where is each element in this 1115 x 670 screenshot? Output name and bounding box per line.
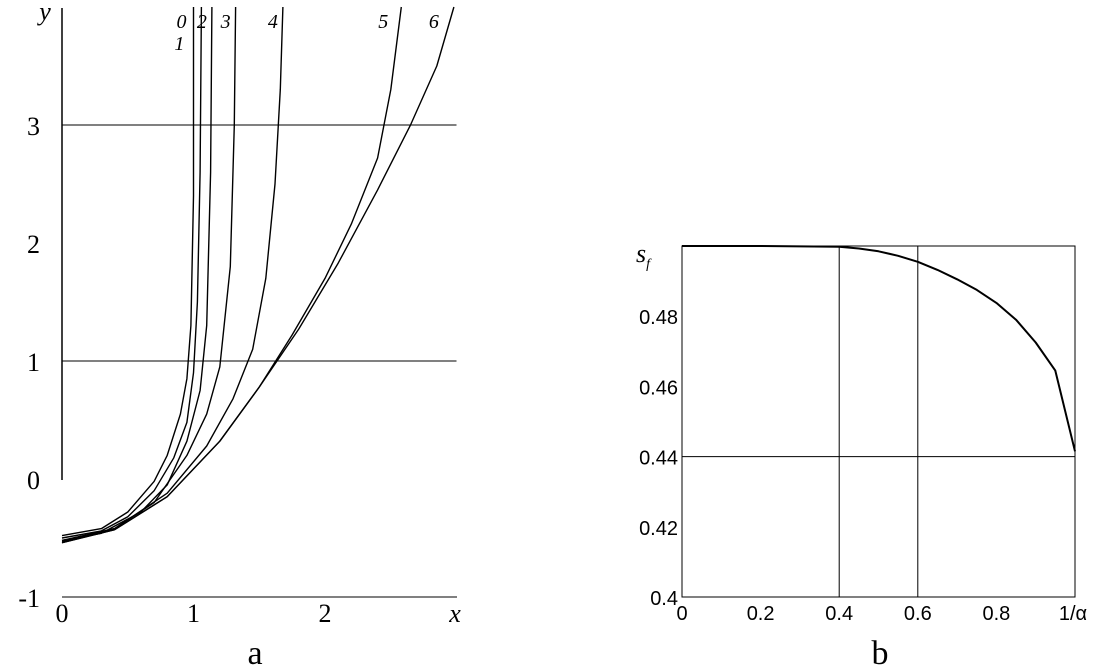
- panel-a-curve-label-5: 5: [378, 11, 388, 33]
- panel-a-curve-label-3: 3: [220, 11, 231, 33]
- panel-a-y-tick-label: -1: [18, 584, 40, 613]
- panel-a-curve-2: [61, 6, 213, 542]
- panel-b-y-tick-label: 0.4: [650, 588, 678, 610]
- panel-b-x-tick-label: 0.6: [904, 603, 932, 625]
- panel-a-y-axis-label: y: [36, 0, 51, 26]
- panel-a-curve-6: [61, 6, 455, 544]
- panel-b-y-tick-label: 0.48: [639, 307, 678, 329]
- panel-a-x-tick-label: 0: [56, 599, 69, 628]
- panel-b-y-axis-label-sub: f: [646, 257, 652, 272]
- panel-b-y-axis-label: sf: [636, 239, 652, 272]
- panel-b-x-tick-label: 0: [676, 603, 687, 625]
- panel-a-curve-label-2: 2: [197, 11, 207, 33]
- panel-a-curve-label-6: 6: [429, 11, 439, 33]
- panel-a-y-tick-label: 1: [27, 348, 40, 377]
- panel-b-y-tick-label: 0.44: [639, 448, 678, 470]
- panel-a-label: a: [247, 635, 262, 670]
- panel-a-x-tick-label: 2: [319, 599, 332, 628]
- panel-b-label: b: [872, 635, 889, 670]
- panel-b-x-tick-label: 0.8: [982, 603, 1010, 625]
- panel-a-y-tick-label: 3: [27, 112, 40, 141]
- panel-b-x-tick-label: 0.2: [747, 603, 775, 625]
- panel-b-y-axis-label-main: s: [636, 239, 646, 268]
- panel-a-curve-label-0: 0: [177, 11, 187, 33]
- panel-a-curve-3: [61, 6, 237, 542]
- panel-b-curve: [682, 245, 1076, 452]
- panel-b: 0.4 0.42 0.44 0.46 0.48 0 0.2 0.4 0.6 0.8 1/α sf b: [636, 239, 1087, 670]
- panel-a-x-axis-label: x: [448, 599, 461, 628]
- panel-b-y-tick-label: 0.42: [639, 518, 678, 540]
- panel-a-curve-4: [61, 6, 284, 543]
- panel-a-curve-1: [61, 6, 203, 539]
- panel-b-x-tick-label: 0.4: [825, 603, 853, 625]
- panel-a-y-tick-label: 0: [27, 466, 40, 495]
- panel-a-x-tick-label: 1: [187, 599, 200, 628]
- panel-a-curve-0: [61, 7, 195, 537]
- panel-a-y-tick-label: 2: [27, 230, 40, 259]
- panel-a-curve-5: [61, 6, 402, 544]
- panel-b-y-tick-label: 0.46: [639, 377, 678, 399]
- panel-b-x-tick-label: 1/α: [1059, 603, 1087, 625]
- panel-b-frame: [681, 245, 1076, 598]
- panel-a-curve-label-4: 4: [268, 11, 278, 33]
- panel-a-curve-label-1: 1: [174, 33, 184, 55]
